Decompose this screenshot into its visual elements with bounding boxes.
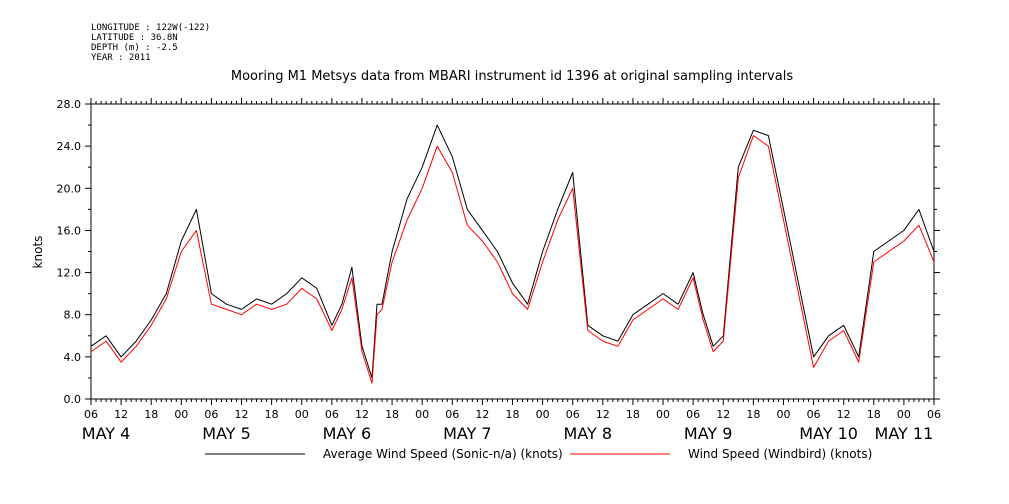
x-tick-label: 06: [204, 408, 218, 421]
x-tick-label: 00: [776, 408, 790, 421]
x-day-label: MAY 10: [799, 424, 858, 443]
x-day-label: MAY 6: [323, 424, 372, 443]
y-tick-label: 12.0: [57, 267, 82, 280]
x-tick-label: 00: [415, 408, 429, 421]
y-tick-label: 4.0: [64, 351, 82, 364]
header-depth: DEPTH (m) : -2.5: [91, 43, 178, 53]
header-year: YEAR : 2011: [91, 53, 151, 63]
x-tick-label: 18: [867, 408, 881, 421]
x-tick-label: 06: [566, 408, 580, 421]
x-tick-label: 12: [355, 408, 369, 421]
x-tick-label: 18: [626, 408, 640, 421]
x-tick-label: 12: [596, 408, 610, 421]
x-tick-label: 18: [144, 408, 158, 421]
header-latitude: LATITUDE : 36.8N: [91, 33, 178, 43]
x-tick-label: 00: [656, 408, 670, 421]
x-day-label: MAY 8: [563, 424, 612, 443]
x-tick-label: 06: [807, 408, 821, 421]
header-longitude: LONGITUDE : 122W(-122): [91, 23, 210, 33]
x-tick-label: 12: [837, 408, 851, 421]
x-tick-label: 00: [295, 408, 309, 421]
x-tick-label: 06: [927, 408, 941, 421]
legend: Average Wind Speed (Sonic-n/a) (knots) W…: [205, 447, 872, 461]
x-axis: 06 12 18 00 06 12 18 00 06 12 18 00 06 12 18 00 06 12 18 00…: [82, 98, 941, 443]
legend-label-average-wind: Average Wind Speed (Sonic-n/a) (knots): [323, 447, 563, 461]
series-layer: [90, 124, 935, 384]
chart-title: Mooring M1 Metsys data from MBARI instru…: [231, 69, 793, 84]
y-axis-label: knots: [31, 236, 45, 269]
x-tick-label: 12: [475, 408, 489, 421]
legend-label-windbird: Wind Speed (Windbird) (knots): [688, 447, 872, 461]
series-line-average-wind: [90, 124, 935, 379]
x-tick-label: 06: [84, 408, 98, 421]
x-day-label: MAY 5: [202, 424, 251, 443]
y-tick-label: 20.0: [57, 182, 82, 195]
x-tick-label: 00: [897, 408, 911, 421]
x-tick-label: 00: [174, 408, 188, 421]
x-tick-label: 12: [716, 408, 730, 421]
x-tick-label: 18: [385, 408, 399, 421]
plot-frame: [90, 103, 935, 400]
x-tick-label: 06: [325, 408, 339, 421]
x-tick-label: 06: [445, 408, 459, 421]
x-day-label: MAY 9: [684, 424, 733, 443]
x-tick-label: 06: [686, 408, 700, 421]
x-tick-label: 18: [506, 408, 520, 421]
x-day-label: MAY 4: [82, 424, 131, 443]
y-tick-label: 0.0: [64, 393, 82, 406]
x-day-label: MAY 7: [443, 424, 492, 443]
y-tick-label: 28.0: [57, 98, 82, 111]
y-tick-label: 24.0: [57, 140, 82, 153]
y-tick-label: 16.0: [57, 224, 82, 237]
x-tick-label: 12: [114, 408, 128, 421]
x-day-label: MAY 11: [875, 424, 934, 443]
x-tick-label: 18: [265, 408, 279, 421]
x-tick-label: 12: [235, 408, 249, 421]
header-info: LONGITUDE : 122W(-122) LATITUDE : 36.8N …: [91, 23, 210, 63]
series-line-windbird: [90, 135, 935, 384]
x-tick-label: 18: [746, 408, 760, 421]
x-tick-label: 00: [536, 408, 550, 421]
y-axis: 0.0 4.0 8.0 12.0 16.0 20.0 24.0 28.0: [57, 98, 940, 406]
y-tick-label: 8.0: [64, 309, 82, 322]
